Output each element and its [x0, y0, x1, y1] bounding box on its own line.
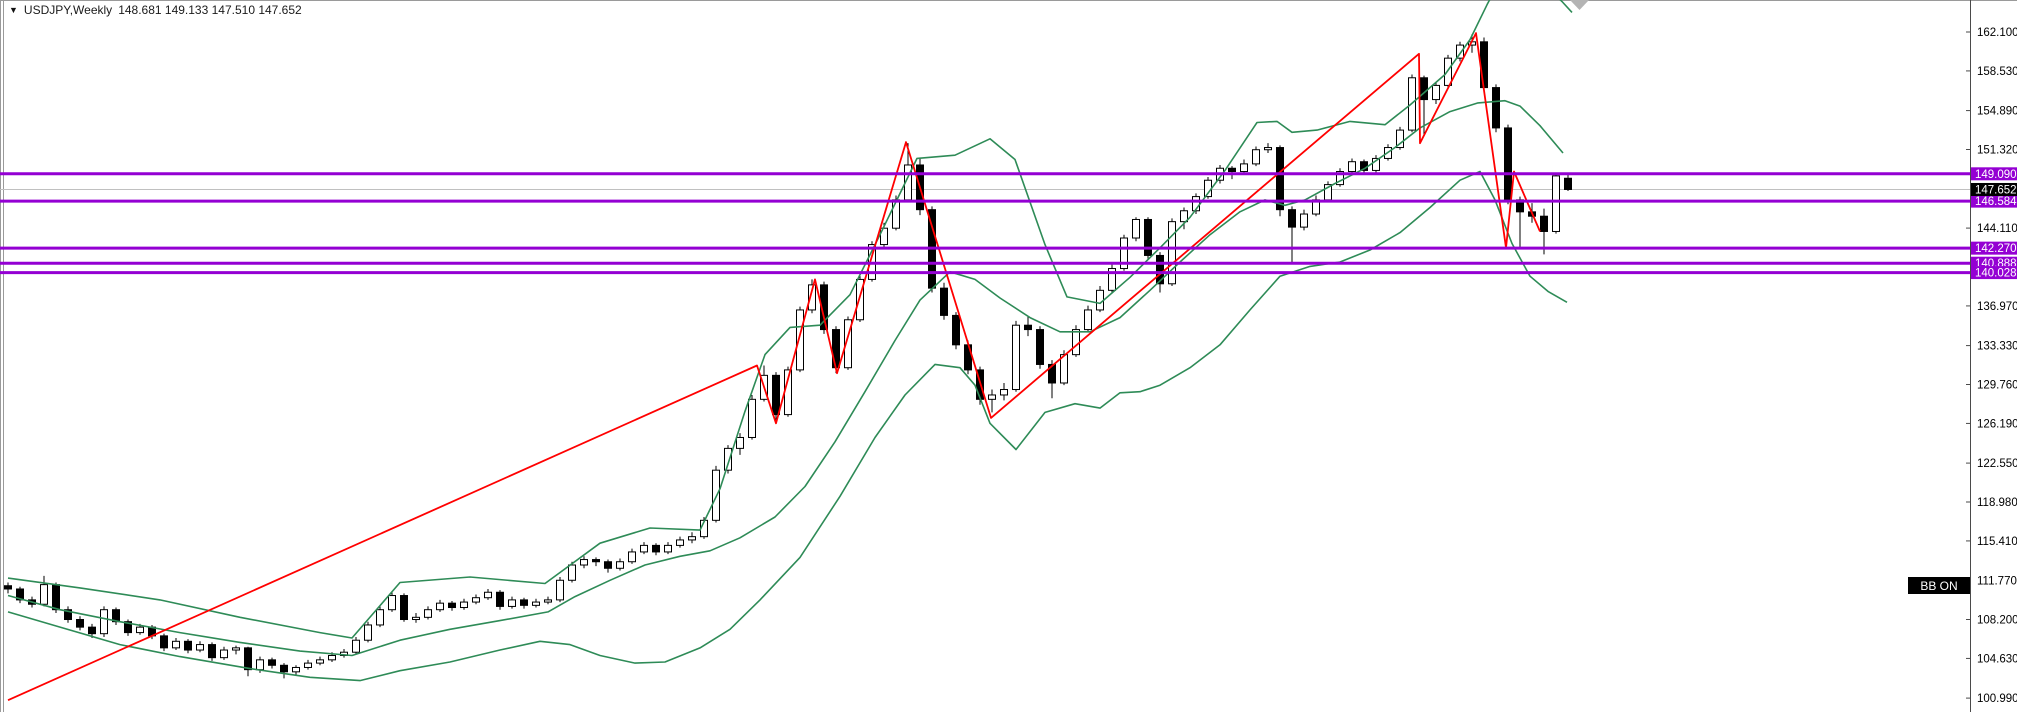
svg-text:147.652: 147.652: [1975, 184, 2017, 196]
svg-text:146.584: 146.584: [1975, 196, 2017, 208]
svg-text:108.200: 108.200: [1977, 615, 2017, 627]
svg-text:142.270: 142.270: [1975, 243, 2017, 255]
svg-text:129.760: 129.760: [1977, 380, 2017, 392]
price-axis[interactable]: 162.100 158.530 154.890 151.320 144.110 136.9…: [1966, 0, 2017, 712]
svg-text:111.770: 111.770: [1977, 576, 2017, 588]
svg-text:115.410: 115.410: [1977, 536, 2017, 548]
svg-text:140.028: 140.028: [1975, 268, 2017, 280]
mouse-cursor-icon: [1570, 0, 1589, 10]
svg-text:149.090: 149.090: [1975, 169, 2017, 181]
svg-text:122.550: 122.550: [1977, 458, 2017, 470]
current-price-label: 147.652: [1971, 182, 2017, 196]
svg-text:151.320: 151.320: [1977, 145, 2017, 157]
symbol-period-label: USDJPY,Weekly: [23, 3, 113, 17]
svg-text:118.980: 118.980: [1977, 497, 2017, 509]
trendline-zigzag[interactable]: [7, 32, 1541, 702]
svg-text:126.190: 126.190: [1977, 418, 2017, 430]
svg-text:162.100: 162.100: [1977, 27, 2017, 39]
svg-text:136.970: 136.970: [1977, 301, 2017, 313]
horizontal-level-lines[interactable]: [0, 172, 1970, 275]
svg-text:158.530: 158.530: [1977, 66, 2017, 78]
ohlc-readout: 148.681 149.133 147.510 147.652: [118, 3, 302, 17]
bb-toggle-badge[interactable]: BB ON: [1908, 577, 1970, 594]
svg-text:133.330: 133.330: [1977, 341, 2017, 353]
svg-text:BB ON: BB ON: [1920, 579, 1957, 593]
chevron-down-icon[interactable]: ▼: [9, 5, 18, 15]
chart-title: ▼ USDJPY,Weekly 148.681 149.133 147.510 …: [9, 3, 302, 17]
svg-text:104.630: 104.630: [1977, 653, 2017, 665]
svg-text:144.110: 144.110: [1977, 223, 2017, 235]
svg-text:154.890: 154.890: [1977, 106, 2017, 118]
candles: [4, 34, 1572, 679]
bollinger-bands: [7, 0, 1573, 682]
svg-text:100.990: 100.990: [1977, 693, 2017, 705]
